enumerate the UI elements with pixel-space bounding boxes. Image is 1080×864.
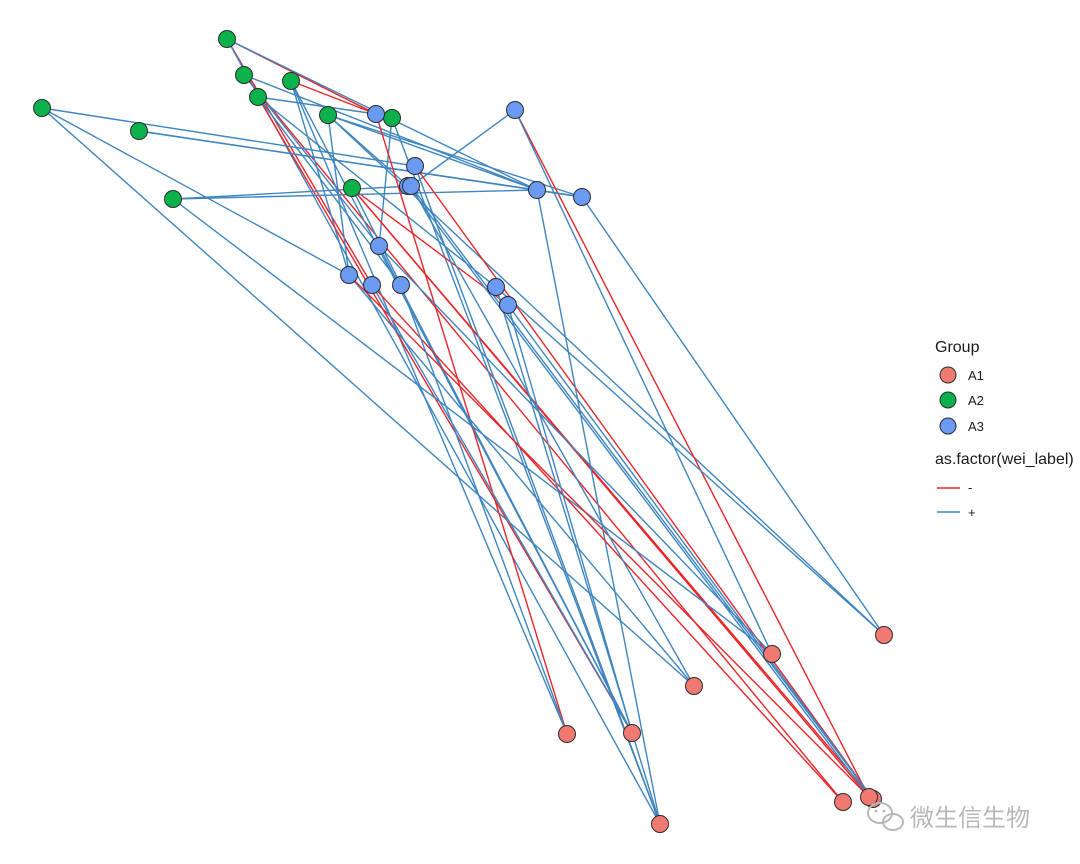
positive-edge bbox=[536, 189, 661, 825]
nodes-layer bbox=[33, 30, 893, 833]
node-a1 bbox=[875, 626, 893, 644]
node-a3 bbox=[367, 105, 385, 123]
node-a3 bbox=[499, 296, 517, 314]
positive-edge bbox=[226, 38, 661, 825]
positive-edge bbox=[378, 245, 773, 655]
negative-edge bbox=[514, 109, 870, 798]
legend-a3-swatch bbox=[939, 417, 957, 435]
positive-edge bbox=[378, 117, 393, 247]
positive-edge bbox=[371, 284, 633, 734]
legend-positive-label: + bbox=[968, 505, 976, 520]
positive-edge bbox=[41, 107, 350, 276]
node-a2 bbox=[383, 109, 401, 127]
wechat-icon bbox=[867, 802, 904, 831]
node-a2 bbox=[33, 99, 51, 117]
node-a2 bbox=[319, 106, 337, 124]
legend-a3-label: A3 bbox=[968, 419, 984, 434]
positive-edge bbox=[414, 165, 661, 825]
negative-edge bbox=[243, 74, 844, 803]
watermark: 微生信生物 bbox=[867, 802, 1030, 832]
node-a1 bbox=[651, 815, 669, 833]
node-a2 bbox=[130, 122, 148, 140]
node-a3 bbox=[370, 237, 388, 255]
positive-edge bbox=[172, 185, 412, 200]
positive-edge bbox=[41, 107, 416, 167]
negative-edge bbox=[290, 80, 377, 115]
positive-edge bbox=[507, 304, 633, 734]
legend-a1-label: A1 bbox=[968, 368, 984, 383]
positive-edge bbox=[138, 130, 583, 198]
positive-edge bbox=[410, 185, 695, 687]
node-a2 bbox=[164, 190, 182, 208]
positive-edge bbox=[400, 284, 568, 735]
negative-edge bbox=[257, 96, 633, 734]
node-a3 bbox=[363, 276, 381, 294]
node-a2 bbox=[218, 30, 236, 48]
legend-a2-label: A2 bbox=[968, 393, 984, 408]
positive-edge bbox=[257, 96, 377, 115]
positive-edge bbox=[514, 109, 773, 655]
legend-group-title: Group bbox=[935, 339, 980, 356]
positive-edge bbox=[507, 304, 874, 800]
positive-edge bbox=[327, 114, 538, 191]
node-a3 bbox=[528, 181, 546, 199]
node-a2 bbox=[282, 72, 300, 90]
node-a3 bbox=[340, 266, 358, 284]
node-a1 bbox=[685, 677, 703, 695]
positive-edge bbox=[581, 196, 885, 636]
node-a1 bbox=[558, 725, 576, 743]
positive-edge bbox=[378, 245, 633, 734]
node-a2 bbox=[249, 88, 267, 106]
legend-a1-swatch bbox=[939, 366, 957, 384]
node-a2 bbox=[235, 66, 253, 84]
node-a1 bbox=[623, 724, 641, 742]
negative-edge bbox=[414, 165, 874, 800]
node-a3 bbox=[573, 188, 591, 206]
node-a2 bbox=[343, 179, 361, 197]
node-a3 bbox=[402, 177, 420, 195]
negative-edge bbox=[371, 284, 844, 803]
watermark-text: 微生信生物 bbox=[910, 804, 1030, 832]
positive-edge bbox=[257, 96, 497, 288]
positive-edge bbox=[391, 117, 661, 825]
negative-edge bbox=[351, 187, 870, 798]
positive-edge bbox=[495, 286, 885, 636]
positive-edge bbox=[351, 187, 402, 286]
node-a1 bbox=[763, 645, 781, 663]
node-a1 bbox=[860, 788, 878, 806]
legend-edges: as.factor(wei_label) - + bbox=[935, 451, 1074, 520]
node-a3 bbox=[406, 157, 424, 175]
legend-group: Group A1 A2 A3 bbox=[935, 339, 984, 435]
positive-edge bbox=[407, 185, 870, 798]
node-a1 bbox=[834, 793, 852, 811]
node-a3 bbox=[392, 276, 410, 294]
legend-a2-swatch bbox=[939, 391, 957, 409]
positive-edge bbox=[410, 109, 516, 187]
legend-edge-title: as.factor(wei_label) bbox=[935, 451, 1074, 468]
negative-edge bbox=[351, 187, 509, 306]
node-a3 bbox=[487, 278, 505, 296]
positive-edge bbox=[41, 107, 695, 687]
node-a3 bbox=[506, 101, 524, 119]
legend-negative-label: - bbox=[968, 480, 972, 495]
